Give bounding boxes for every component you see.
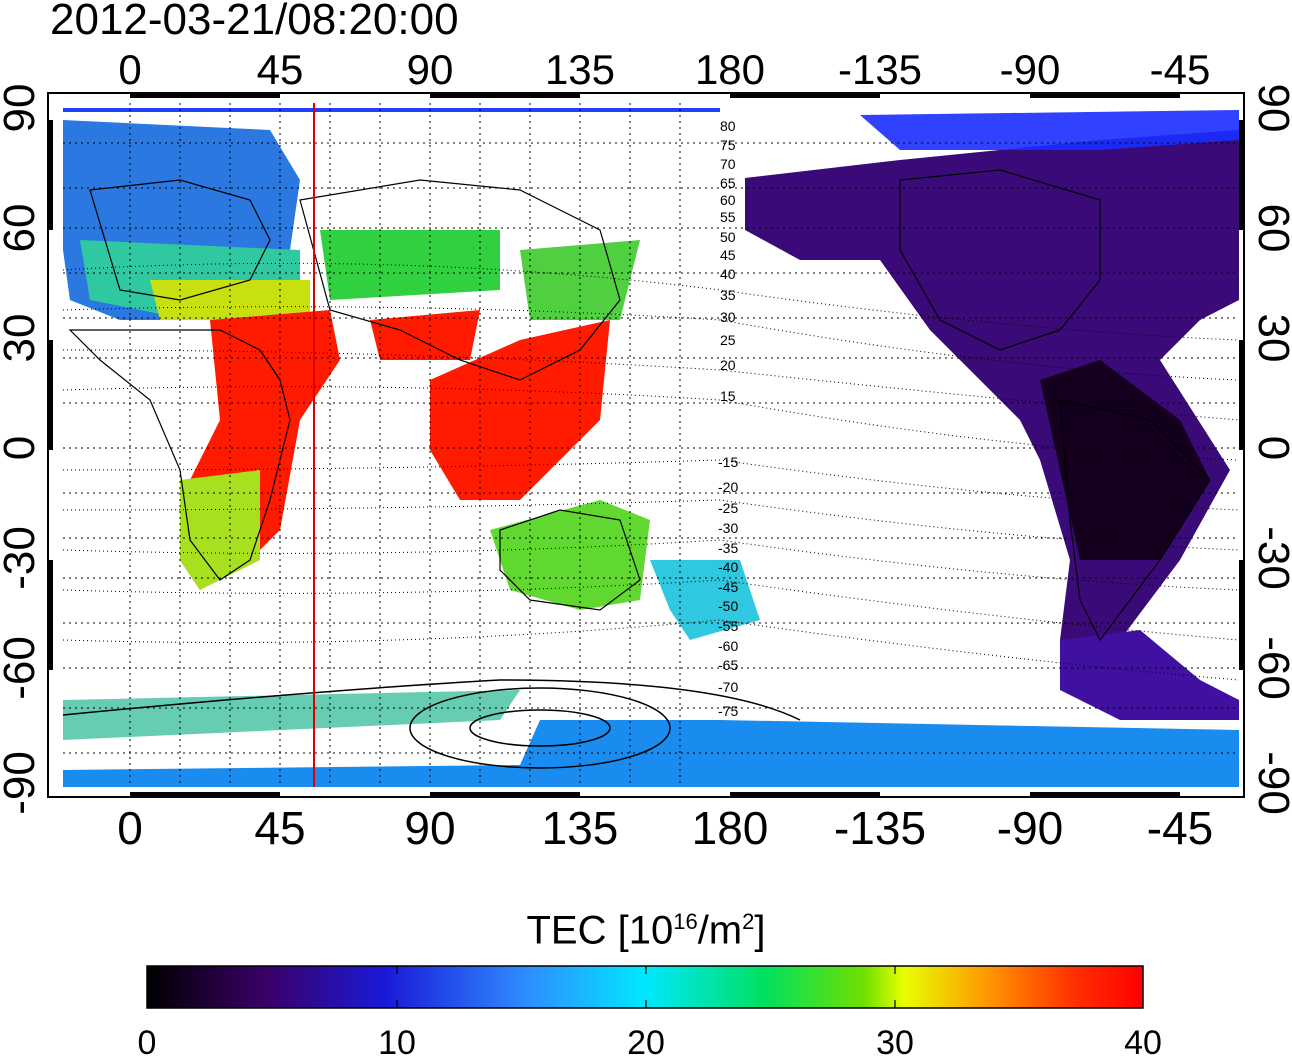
contour-label: -75: [718, 703, 738, 719]
contour-label: 35: [720, 287, 736, 303]
contour-label: -65: [718, 657, 738, 673]
contour-label: -50: [718, 598, 738, 614]
colorbar-title-mid: /m: [697, 908, 743, 953]
contour-label: 80: [720, 118, 736, 134]
colorbar-ticks: [396, 966, 896, 1008]
contour-label: -20: [718, 479, 738, 495]
colorbar-title: TEC [1016/m2]: [0, 894, 1292, 958]
contour-label: -40: [718, 559, 738, 575]
contour-label: 60: [720, 192, 736, 208]
lon-tick-bottom: 45: [254, 802, 305, 854]
contour-label: 55: [720, 209, 736, 225]
lat-axis-left: 90 60 30 0 -30 -60 -90: [0, 84, 44, 815]
lat-tick-right: -60: [1249, 636, 1292, 700]
lon-tick-top: 0: [118, 46, 141, 93]
lat-axis-right: 90 60 30 0 -30 -60 -90: [1249, 84, 1292, 815]
colorbar-tick-label: 0: [138, 1024, 157, 1057]
contour-label: 50: [720, 229, 736, 245]
magnetic-latitude-contours: [63, 262, 1239, 681]
contour-label: -35: [718, 540, 738, 556]
lon-tick-top: 45: [257, 46, 304, 93]
colorbar-tick-labels: 0 10 20 30 40: [138, 1024, 1162, 1057]
lon-tick-bottom: 90: [404, 802, 455, 854]
lon-tick-top: -90: [1000, 46, 1061, 93]
contour-label: 45: [720, 247, 736, 263]
lon-tick-top: 135: [545, 46, 615, 93]
contour-label: -70: [718, 679, 738, 695]
lon-axis-top: 0 45 90 135 180 -135 -90 -45: [118, 46, 1210, 93]
contour-label: 20: [720, 357, 736, 373]
colorbar-tick-label: 40: [1124, 1024, 1162, 1057]
lat-tick-left: 30: [0, 314, 44, 363]
lat-tick-right: -90: [1249, 751, 1292, 815]
lon-tick-top: 180: [695, 46, 765, 93]
lon-axis-bottom: 0 45 90 135 180 -135 -90 -45: [117, 802, 1213, 854]
lon-tick-bottom: 0: [117, 802, 143, 854]
map-graticule: [63, 103, 1239, 787]
contour-label: 30: [720, 309, 736, 325]
contour-label: -15: [718, 454, 738, 470]
lat-tick-right: 30: [1249, 314, 1292, 363]
lat-tick-left: -90: [0, 751, 44, 815]
map-timestamp: 2012-03-21/08:20:00: [50, 0, 459, 44]
contour-label: 75: [720, 137, 736, 153]
lat-tick-right: 90: [1249, 84, 1292, 133]
coastlines: [68, 169, 1211, 642]
lon-tick-bottom: -90: [997, 802, 1063, 854]
lat-tick-right: -30: [1249, 526, 1292, 590]
lat-tick-left: 0: [0, 436, 44, 460]
contour-label: -30: [718, 520, 738, 536]
colorbar-tick-label: 30: [876, 1024, 914, 1057]
lon-tick-bottom: 180: [692, 802, 769, 854]
colorbar-title-suffix: ]: [754, 908, 766, 953]
contour-labels: 80 75 70 65 60 55 50 45 40 35 30 25 20 1…: [718, 118, 738, 719]
lat-tick-left: -60: [0, 636, 44, 700]
lon-tick-bottom: -45: [1147, 802, 1213, 854]
lat-tick-left: -30: [0, 526, 44, 590]
colorbar-tick-label: 20: [627, 1024, 665, 1057]
contour-label: -45: [718, 579, 738, 595]
contour-label: -55: [718, 618, 738, 634]
lat-tick-left: 60: [0, 204, 44, 253]
lon-tick-top: -135: [838, 46, 922, 93]
lon-tick-bottom: 135: [542, 802, 619, 854]
lat-tick-left: 90: [0, 84, 44, 133]
tec-region-australia: [490, 500, 650, 610]
tec-region-darkest: [1040, 360, 1210, 560]
colorbar: [146, 965, 1144, 1009]
colorbar-title-prefix: TEC [10: [526, 908, 674, 953]
lat-tick-right: 60: [1249, 204, 1292, 253]
lon-tick-top: -45: [1150, 46, 1211, 93]
lon-tick-bottom: -135: [834, 802, 926, 854]
contour-label: 65: [720, 175, 736, 191]
colorbar-tick-label: 10: [378, 1024, 416, 1057]
contour-label: -25: [718, 500, 738, 516]
lon-tick-top: 90: [407, 46, 454, 93]
colorbar-title-exponent: 16: [673, 909, 698, 934]
contour-label: 40: [720, 266, 736, 282]
contour-label: 15: [720, 388, 736, 404]
contour-label: 25: [720, 332, 736, 348]
contour-label: -60: [718, 638, 738, 654]
contour-label: 70: [720, 156, 736, 172]
lat-tick-right: 0: [1249, 436, 1292, 460]
colorbar-title-exponent2: 2: [742, 909, 755, 934]
